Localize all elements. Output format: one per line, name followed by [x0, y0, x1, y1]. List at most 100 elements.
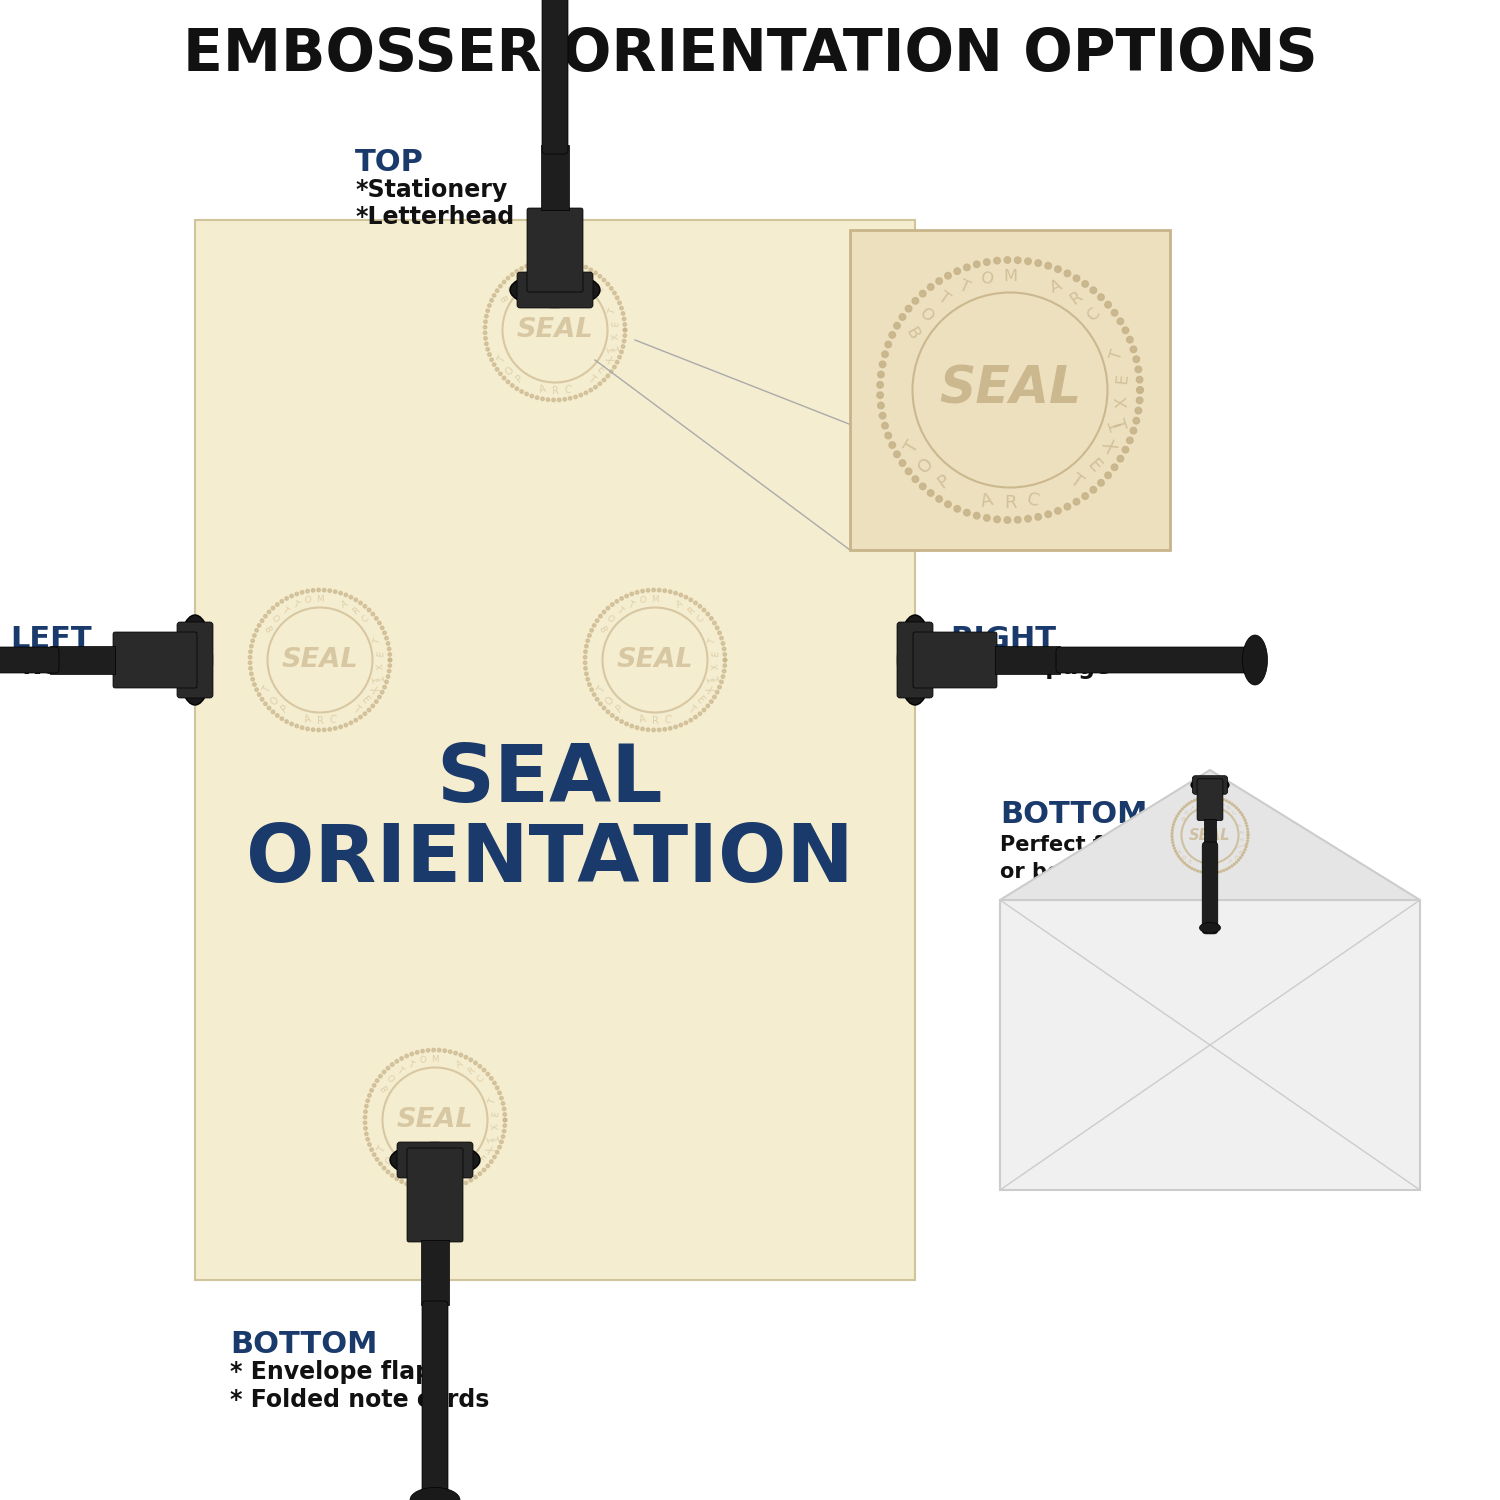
Circle shape: [1173, 821, 1176, 822]
Circle shape: [272, 710, 274, 714]
Circle shape: [626, 722, 628, 726]
Text: T: T: [1239, 843, 1245, 848]
Circle shape: [615, 296, 620, 300]
Circle shape: [624, 328, 627, 332]
Circle shape: [1188, 802, 1190, 804]
Circle shape: [495, 1150, 500, 1154]
Text: T: T: [1107, 417, 1128, 434]
Circle shape: [1174, 818, 1176, 821]
Circle shape: [492, 294, 496, 297]
Circle shape: [1246, 843, 1248, 844]
Ellipse shape: [390, 1143, 480, 1178]
Text: R: R: [552, 386, 558, 396]
Circle shape: [368, 609, 370, 612]
Circle shape: [525, 392, 528, 396]
Ellipse shape: [1191, 777, 1228, 792]
FancyBboxPatch shape: [112, 632, 196, 688]
Circle shape: [596, 698, 598, 700]
Circle shape: [698, 604, 702, 608]
Circle shape: [596, 620, 598, 622]
Circle shape: [1236, 861, 1238, 862]
Text: E: E: [474, 1155, 486, 1167]
Circle shape: [328, 590, 332, 592]
Circle shape: [1126, 336, 1132, 344]
Circle shape: [609, 370, 613, 374]
Text: O: O: [419, 1056, 426, 1065]
Circle shape: [1122, 327, 1128, 333]
Circle shape: [1209, 796, 1210, 798]
Circle shape: [370, 612, 375, 616]
Circle shape: [498, 372, 502, 375]
Circle shape: [954, 506, 960, 512]
Text: P: P: [514, 374, 525, 386]
Circle shape: [290, 722, 294, 726]
Circle shape: [1137, 376, 1143, 382]
Circle shape: [626, 594, 628, 598]
Circle shape: [588, 682, 591, 687]
Circle shape: [723, 652, 726, 656]
Circle shape: [920, 291, 926, 297]
Circle shape: [906, 306, 912, 312]
Circle shape: [1118, 456, 1124, 462]
Circle shape: [1186, 804, 1188, 806]
Circle shape: [562, 398, 567, 400]
Circle shape: [363, 1126, 368, 1130]
Circle shape: [384, 636, 388, 640]
Circle shape: [1238, 808, 1239, 812]
Circle shape: [1122, 447, 1128, 453]
Text: M: M: [552, 264, 558, 273]
FancyBboxPatch shape: [1192, 776, 1227, 795]
Circle shape: [333, 726, 338, 730]
Circle shape: [1172, 830, 1173, 831]
Bar: [1204, 819, 1216, 846]
Text: T: T: [1066, 471, 1086, 492]
Circle shape: [610, 603, 614, 606]
Text: E: E: [610, 321, 621, 327]
Ellipse shape: [510, 273, 600, 308]
Circle shape: [500, 1140, 502, 1143]
Circle shape: [620, 306, 622, 310]
Circle shape: [1024, 516, 1032, 522]
Text: Perfect for envelope flaps: Perfect for envelope flaps: [1000, 836, 1306, 855]
Circle shape: [381, 690, 384, 694]
Text: ORIENTATION: ORIENTATION: [246, 821, 853, 898]
Text: O: O: [603, 694, 616, 706]
Circle shape: [258, 693, 261, 696]
Circle shape: [1112, 309, 1118, 316]
Circle shape: [1244, 819, 1246, 821]
Bar: [50, 646, 116, 674]
Circle shape: [1054, 266, 1060, 273]
Circle shape: [630, 592, 633, 596]
Bar: [994, 646, 1060, 674]
Text: T: T: [374, 638, 382, 645]
Circle shape: [1064, 504, 1071, 510]
Circle shape: [1228, 867, 1230, 868]
Circle shape: [470, 1058, 472, 1062]
Circle shape: [1233, 806, 1236, 807]
Text: C: C: [328, 714, 338, 724]
Circle shape: [590, 628, 594, 632]
Circle shape: [598, 702, 602, 705]
Circle shape: [574, 261, 578, 266]
Circle shape: [503, 280, 506, 284]
Circle shape: [936, 278, 942, 285]
Text: R: R: [351, 606, 361, 616]
Text: O: O: [504, 364, 516, 376]
Circle shape: [387, 642, 390, 645]
Circle shape: [525, 264, 528, 268]
Text: E: E: [1240, 830, 1245, 834]
Circle shape: [410, 1185, 414, 1188]
Circle shape: [1046, 512, 1052, 518]
Text: P: P: [394, 1164, 405, 1174]
Circle shape: [1244, 852, 1245, 853]
Circle shape: [442, 1048, 447, 1053]
Circle shape: [702, 609, 706, 612]
Text: T: T: [626, 598, 634, 609]
Circle shape: [885, 340, 891, 348]
Circle shape: [1191, 867, 1192, 870]
Text: E: E: [490, 1110, 501, 1118]
Circle shape: [590, 688, 594, 692]
Circle shape: [503, 1113, 507, 1116]
Circle shape: [1191, 801, 1192, 802]
Circle shape: [536, 261, 538, 264]
